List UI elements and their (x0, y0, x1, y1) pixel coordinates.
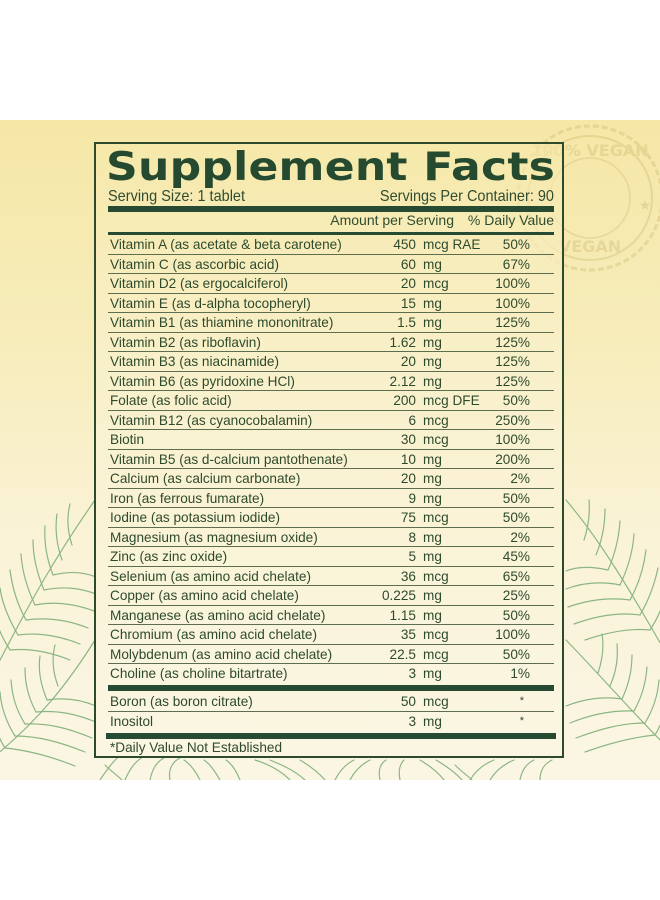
palm-leaves-decoration (0, 499, 660, 780)
serving-size: Serving Size: 1 tablet (108, 188, 246, 206)
table-row: Vitamin B5 (as d-calcium pantothenate) 10… (108, 450, 554, 469)
svg-text:VEGAN: VEGAN (559, 237, 621, 256)
table-row: Zinc (as zinc oxide) 5 mg 45% (108, 547, 554, 567)
table-row: Iron (as ferrous fumarate) 9 mg 50% (108, 489, 554, 508)
table-row: Vitamin D2 (as ergocalciferol) 20 mcg 100% (108, 274, 554, 294)
serving-info: Serving Size: 1 tablet Servings Per Cont… (108, 188, 554, 207)
table-row: Vitamin A (as acetate & beta carotene) 45… (108, 235, 554, 255)
table-row: Copper (as amino acid chelate) 0.225 mg 25% (108, 586, 554, 606)
daily-value-header: % Daily Value (467, 212, 554, 228)
table-row: Biotin 30 mcg 100% (108, 430, 554, 450)
table-row: Vitamin B6 (as pyridoxine HCl) 2.12 mg 125% (108, 372, 554, 391)
table-row: Magnesium (as magnesium oxide) 8 mg 2% (108, 528, 554, 547)
table-row: Vitamin B3 (as niacinamide) 20 mg 125% (108, 352, 554, 372)
nutrient-table: Vitamin A (as acetate & beta carotene) 45… (108, 235, 554, 684)
footnote: *Daily Value Not Established (110, 740, 283, 755)
table-row: Vitamin B12 (as cyanocobalamin) 6 mcg 250% (108, 411, 554, 430)
footer-divider-thick (106, 733, 556, 739)
column-headers: Amount per Serving % Daily Value (108, 210, 554, 230)
table-row: Calcium (as calcium carbonate) 20 mg 2% (108, 469, 554, 489)
table-row: Vitamin E (as d-alpha tocopheryl) 15 mg 100… (108, 294, 554, 313)
table-row: Choline (as choline bitartrate) 3 mg 1% (110, 666, 530, 681)
table-row: Inositol 3 mg * (110, 713, 524, 729)
column-header-divider (108, 232, 554, 235)
table-row: Iodine (as potassium iodide) 75 mcg 50% (108, 508, 554, 528)
table-row: Manganese (as amino acid chelate) 1.15 mg 5… (108, 606, 554, 625)
table-row: Selenium (as amino acid chelate) 36 mcg 65% (108, 567, 554, 586)
table-row: Vitamin B1 (as thiamine mononitrate) 1.5 m… (108, 313, 554, 333)
table-row: Folate (as folic acid) 200 mcg DFE 50% (108, 391, 554, 411)
table-row: Vitamin B2 (as riboflavin) 1.62 mg 125% (108, 333, 554, 352)
table-row: Molybdenum (as amino acid chelate) 22.5 mc… (108, 645, 554, 664)
servings-per-container: Servings Per Container: 90 (379, 188, 554, 206)
svg-text:★: ★ (639, 198, 652, 214)
table-row: Vitamin C (as ascorbic acid) 60 mg 67% (108, 255, 554, 274)
section-divider-thick (108, 685, 554, 691)
panel-title: Supplement Facts (106, 145, 556, 190)
amount-header: Amount per Serving (330, 212, 454, 228)
supplement-facts-panel: Supplement Facts Serving Size: 1 tablet … (94, 142, 564, 758)
other-ingredients-table: Boron (as boron citrate) 50 mcg * Inositol 3… (108, 692, 554, 731)
header-divider-thick (108, 206, 554, 212)
table-row: Boron (as boron citrate) 50 mcg * (108, 692, 554, 712)
table-row: Chromium (as amino acid chelate) 35 mcg 100… (108, 625, 554, 645)
